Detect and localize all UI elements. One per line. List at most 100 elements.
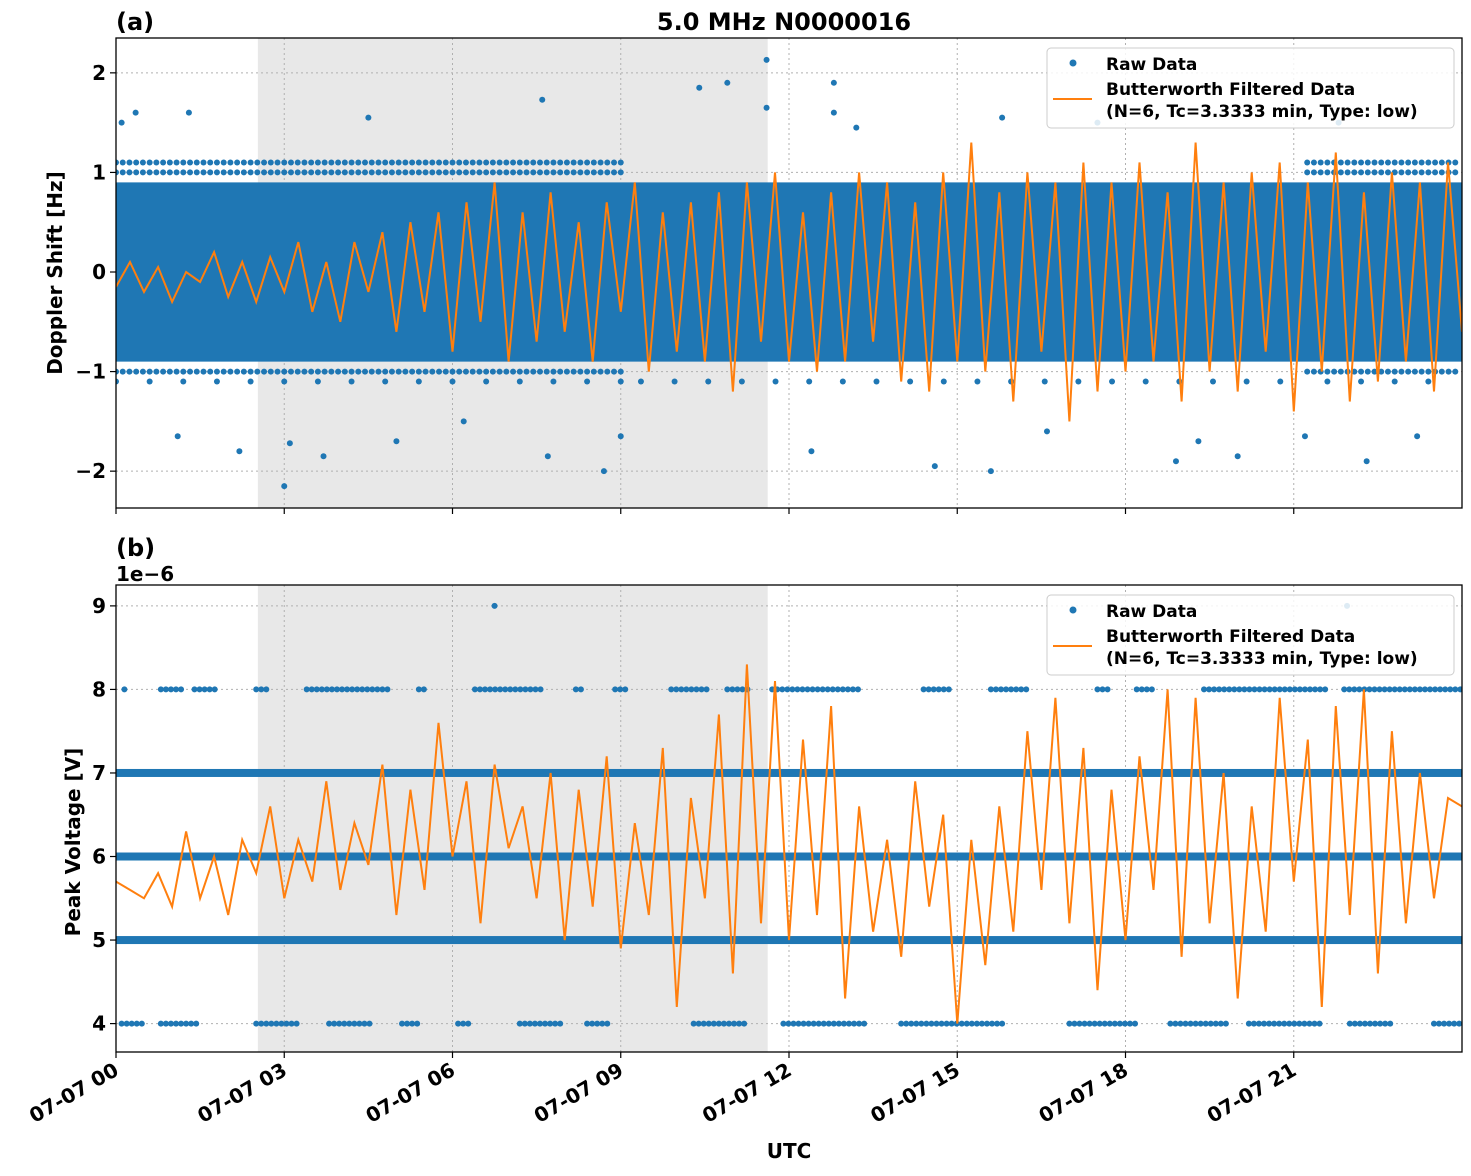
- raw-data-point: [510, 368, 517, 375]
- raw-data-point: [187, 159, 194, 166]
- raw-data-point: [146, 169, 153, 176]
- raw-data-point: [673, 686, 680, 693]
- raw-data-point: [527, 686, 534, 693]
- raw-data-point: [1445, 368, 1452, 375]
- raw-data-point: [532, 686, 539, 693]
- raw-data-point: [1003, 686, 1010, 693]
- raw-data-point: [1121, 1020, 1128, 1027]
- raw-data-point: [839, 686, 846, 693]
- raw-data-point: [402, 169, 409, 176]
- raw-data-point: [321, 159, 328, 166]
- raw-data-point: [496, 368, 503, 375]
- raw-data-point: [1442, 686, 1449, 693]
- raw-data-point: [729, 686, 736, 693]
- raw-data-point: [200, 368, 207, 375]
- raw-data-point: [1246, 686, 1253, 693]
- raw-data-point: [139, 169, 146, 176]
- raw-data-point: [213, 169, 220, 176]
- raw-data-point: [227, 368, 234, 375]
- x-tick-label: 07-07 03: [193, 1058, 291, 1128]
- raw-data-point: [139, 368, 146, 375]
- raw-data-point: [118, 1020, 125, 1027]
- raw-data-point: [739, 686, 746, 693]
- raw-data-point: [449, 159, 456, 166]
- raw-data-point: [1346, 686, 1353, 693]
- axes-frame: [115, 37, 1463, 509]
- raw-data-point: [1378, 169, 1385, 176]
- raw-data-point: [830, 1020, 837, 1027]
- raw-data-point: [584, 378, 591, 385]
- raw-data-point: [617, 159, 624, 166]
- raw-data-point: [442, 368, 449, 375]
- raw-data-point: [1099, 686, 1106, 693]
- raw-data-point: [160, 169, 167, 176]
- raw-data-point: [1387, 1020, 1394, 1027]
- raw-data-point: [116, 368, 119, 375]
- raw-data-point: [1441, 1020, 1448, 1027]
- raw-data-point: [382, 368, 389, 375]
- raw-data-point: [1226, 686, 1233, 693]
- raw-data-point: [314, 378, 321, 385]
- raw-data-point: [482, 686, 489, 693]
- raw-data-point: [516, 169, 523, 176]
- raw-data-point: [281, 159, 288, 166]
- raw-data-point: [873, 378, 880, 385]
- raw-data-point: [1324, 368, 1331, 375]
- raw-data-point: [206, 686, 213, 693]
- y-tick-label: −2: [75, 459, 106, 483]
- raw-data-point: [355, 368, 362, 375]
- raw-data-point: [1243, 378, 1250, 385]
- raw-data-point: [355, 169, 362, 176]
- y-offset-label: 1e−6: [116, 562, 174, 586]
- raw-data-point: [1266, 686, 1273, 693]
- raw-data-point: [335, 169, 342, 176]
- raw-data-point: [339, 686, 346, 693]
- raw-data-point: [945, 686, 952, 693]
- raw-data-point: [287, 169, 294, 176]
- raw-data-point: [1304, 368, 1311, 375]
- raw-data-point: [274, 159, 281, 166]
- panel-b: 9 8 7 6 5 4 Raw Data Butterworth Filtered Data(…: [25, 584, 1463, 1128]
- raw-data-point: [611, 368, 618, 375]
- raw-data-point: [1371, 368, 1378, 375]
- raw-data-point: [321, 169, 328, 176]
- legend-filtered-params: (N=6, Tc=3.3333 min, Type: low): [1106, 649, 1418, 669]
- raw-data-point: [1361, 1020, 1368, 1027]
- raw-data-point: [483, 368, 490, 375]
- raw-data-point: [584, 368, 591, 375]
- raw-data-point: [1367, 1020, 1374, 1027]
- raw-data-point: [388, 368, 395, 375]
- raw-data-point: [594, 1020, 601, 1027]
- raw-data-point: [362, 169, 369, 176]
- raw-data-point: [994, 1020, 1001, 1027]
- raw-data-point: [119, 368, 126, 375]
- raw-data-point: [978, 1020, 985, 1027]
- raw-data-point: [469, 169, 476, 176]
- raw-data-point: [1411, 169, 1418, 176]
- raw-data-point: [523, 169, 530, 176]
- raw-data-point: [449, 368, 456, 375]
- x-tick-label: 07-07 06: [361, 1058, 459, 1128]
- raw-data-point: [263, 1020, 270, 1027]
- raw-data-point: [247, 159, 254, 166]
- raw-data-point: [572, 686, 579, 693]
- y-tick-label: 6: [92, 845, 106, 869]
- filtered-data-line: [116, 664, 1462, 1024]
- y-tick-label: 7: [92, 761, 106, 785]
- raw-data-point: [375, 169, 382, 176]
- raw-data-point: [200, 159, 207, 166]
- raw-data-point: [854, 686, 861, 693]
- raw-data-point: [1438, 368, 1445, 375]
- raw-data-point: [133, 368, 140, 375]
- raw-data-point: [590, 169, 597, 176]
- raw-data-point: [442, 159, 449, 166]
- raw-data-point: [1452, 686, 1459, 693]
- raw-data-point: [1384, 159, 1391, 166]
- raw-data-point: [489, 169, 496, 176]
- raw-data-point: [1304, 169, 1311, 176]
- raw-data-point: [328, 169, 335, 176]
- raw-data-point: [1356, 1020, 1363, 1027]
- raw-data-point: [720, 1020, 727, 1027]
- raw-data-point: [404, 1020, 411, 1027]
- raw-data-point: [530, 368, 537, 375]
